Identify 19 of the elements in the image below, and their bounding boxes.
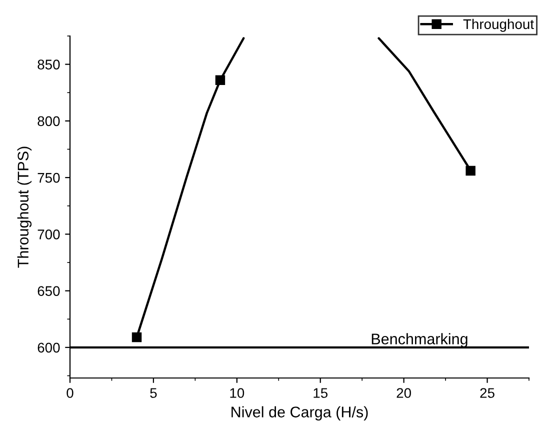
x-tick-label: 10 [230, 388, 244, 398]
x-tick-label: 25 [480, 388, 494, 398]
point [466, 166, 476, 176]
y-tick-label: 850 [38, 60, 60, 70]
y-tick-label: 800 [38, 116, 60, 126]
ref-line-label: Benchmarking [372, 333, 468, 348]
y-tick-label: 650 [38, 286, 60, 296]
x-tick-label: 20 [396, 388, 411, 398]
y-axis-title: Throughout (TPS) [17, 146, 32, 268]
y-tick-label: 750 [38, 172, 60, 183]
point [215, 75, 226, 86]
y-tick-label: 700 [38, 230, 60, 240]
x-tick-label: 0 [66, 388, 74, 398]
point [132, 332, 142, 342]
legend-label: Throughout [463, 18, 534, 32]
y-tick-label: 600 [38, 342, 60, 353]
x-tick-label: 5 [150, 388, 157, 398]
x-tick-label: 15 [314, 388, 328, 398]
x-axis-title: Nivel de Carga (H/s) [232, 406, 368, 420]
